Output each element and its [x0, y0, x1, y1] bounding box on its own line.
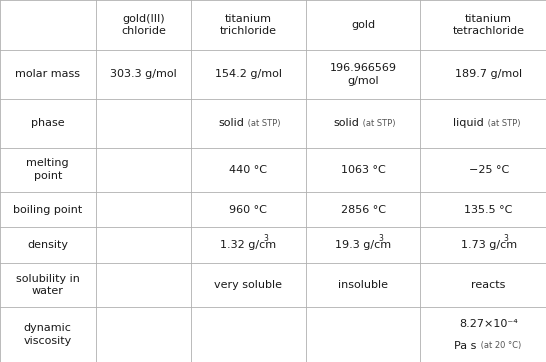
Text: 2856 °C: 2856 °C — [341, 205, 385, 215]
Text: reacts: reacts — [472, 280, 506, 290]
Text: 154.2 g/mol: 154.2 g/mol — [215, 70, 282, 79]
Text: 135.5 °C: 135.5 °C — [465, 205, 513, 215]
Text: 1.32 g/cm: 1.32 g/cm — [221, 240, 276, 251]
Text: 3: 3 — [263, 234, 268, 243]
Text: 303.3 g/mol: 303.3 g/mol — [110, 70, 177, 79]
Text: 189.7 g/mol: 189.7 g/mol — [455, 70, 522, 79]
Text: 440 °C: 440 °C — [229, 165, 268, 174]
Text: 1063 °C: 1063 °C — [341, 165, 385, 174]
Text: titanium
tetrachloride: titanium tetrachloride — [453, 14, 525, 36]
Text: liquid: liquid — [453, 118, 484, 129]
Text: solid: solid — [333, 118, 359, 129]
Text: boiling point: boiling point — [13, 205, 82, 215]
Text: 196.966569
g/mol: 196.966569 g/mol — [330, 63, 396, 86]
Text: (at 20 °C): (at 20 °C) — [478, 341, 521, 350]
Text: 3: 3 — [503, 234, 508, 243]
Text: 960 °C: 960 °C — [229, 205, 268, 215]
Text: 19.3 g/cm: 19.3 g/cm — [335, 240, 391, 251]
Text: 1.32 g/cm: 1.32 g/cm — [221, 240, 276, 251]
Text: Pa s: Pa s — [454, 341, 477, 351]
Text: (at STP): (at STP) — [485, 119, 520, 128]
Text: 1.73 g/cm: 1.73 g/cm — [461, 240, 517, 251]
Text: (at STP): (at STP) — [245, 119, 281, 128]
Text: 3: 3 — [378, 234, 383, 243]
Text: insoluble: insoluble — [338, 280, 388, 290]
Text: molar mass: molar mass — [15, 70, 80, 79]
Text: solid: solid — [218, 118, 244, 129]
Text: melting
point: melting point — [26, 159, 69, 181]
Text: gold(III)
chloride: gold(III) chloride — [121, 14, 166, 36]
Text: 1.73 g/cm: 1.73 g/cm — [461, 240, 517, 251]
Text: solubility in
water: solubility in water — [16, 274, 80, 296]
Text: titanium
trichloride: titanium trichloride — [220, 14, 277, 36]
Text: 19.3 g/cm: 19.3 g/cm — [335, 240, 391, 251]
Text: 8.27×10⁻⁴: 8.27×10⁻⁴ — [459, 319, 518, 329]
Text: −25 °C: −25 °C — [468, 165, 509, 174]
Text: gold: gold — [351, 20, 375, 30]
Text: density: density — [27, 240, 68, 251]
Text: phase: phase — [31, 118, 64, 129]
Text: very soluble: very soluble — [215, 280, 282, 290]
Text: dynamic
viscosity: dynamic viscosity — [23, 324, 72, 346]
Text: (at STP): (at STP) — [360, 119, 395, 128]
